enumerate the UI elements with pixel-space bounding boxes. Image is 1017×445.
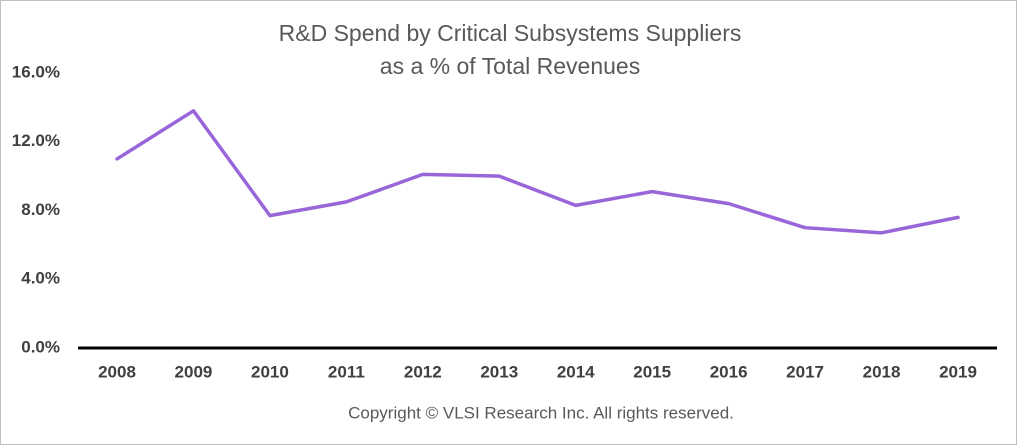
x-tick-label: 2015 — [633, 362, 671, 381]
chart-title: as a % of Total Revenues — [380, 53, 640, 79]
y-tick-label: 4.0% — [21, 269, 60, 288]
x-tick-label: 2019 — [939, 362, 977, 381]
copyright-note: Copyright © VLSI Research Inc. All right… — [348, 403, 734, 422]
x-tick-label: 2011 — [328, 362, 365, 381]
chart-title: R&D Spend by Critical Subsystems Supplie… — [279, 20, 742, 46]
x-tick-label: 2014 — [557, 362, 595, 381]
x-tick-label: 2010 — [251, 362, 289, 381]
y-tick-label: 12.0% — [12, 131, 60, 150]
y-tick-label: 16.0% — [12, 62, 60, 81]
x-tick-label: 2013 — [480, 362, 518, 381]
y-tick-label: 0.0% — [21, 337, 60, 356]
x-tick-label: 2016 — [710, 362, 748, 381]
x-tick-label: 2017 — [786, 362, 824, 381]
x-tick-label: 2009 — [175, 362, 213, 381]
x-tick-label: 2018 — [863, 362, 901, 381]
x-tick-label: 2012 — [404, 362, 442, 381]
y-tick-label: 8.0% — [21, 200, 60, 219]
x-tick-label: 2008 — [98, 362, 136, 381]
data-line — [115, 109, 960, 235]
